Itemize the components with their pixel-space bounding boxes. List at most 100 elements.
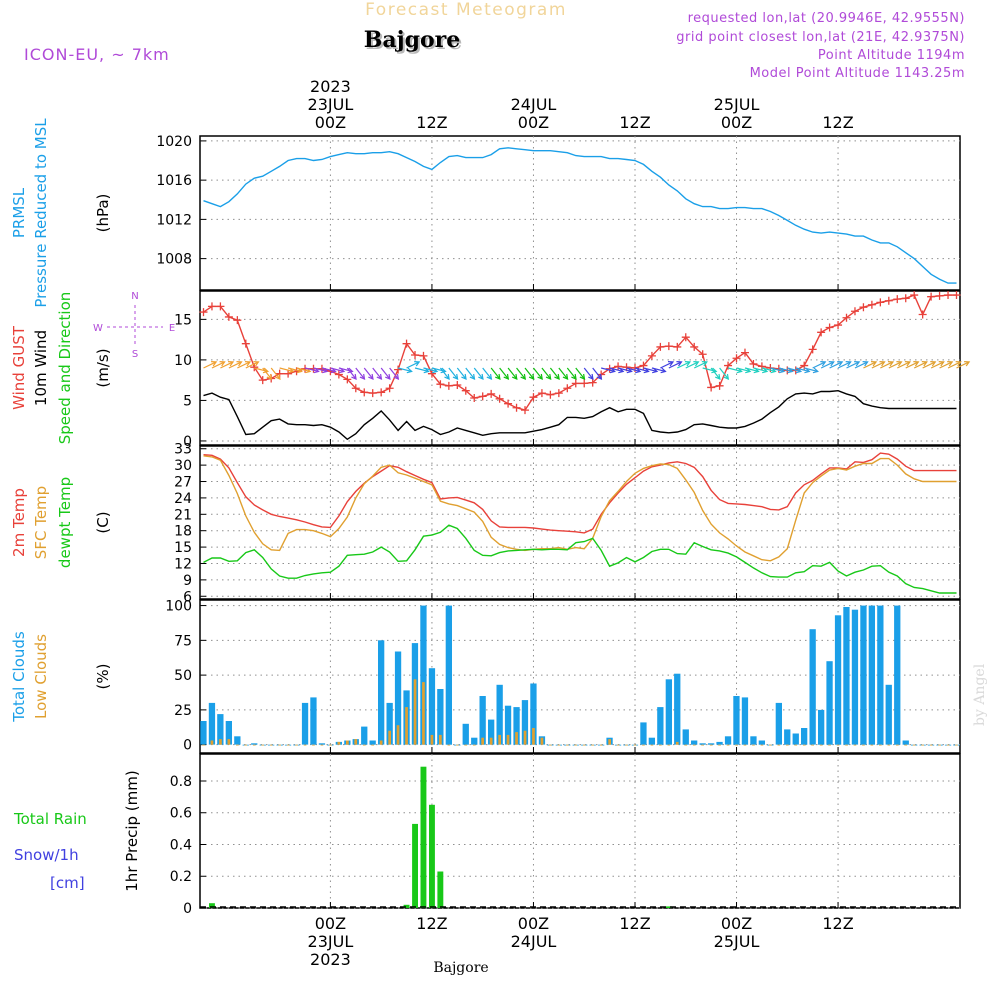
low-cloud-bar (870, 744, 874, 746)
gust-marker (876, 298, 885, 307)
wind-arrow-head (253, 361, 260, 367)
gust-marker (554, 389, 563, 398)
y-tick-label: 100 (165, 599, 192, 615)
gust-marker (673, 342, 682, 351)
precip-panel: 0 0.2 0.4 0.6 0.8 1hr Precip (mm) Total Rain Sn… (13, 753, 961, 917)
wind-arrow (499, 367, 509, 380)
total-cloud-bar (208, 702, 216, 745)
low-cloud-bar (574, 744, 578, 746)
wind-arrow (220, 361, 234, 369)
clouds-series (200, 605, 960, 746)
gust-marker (614, 362, 623, 371)
low-cloud-bar (261, 744, 265, 746)
low-cloud-bar (709, 744, 713, 746)
low-cloud-bar (853, 744, 857, 746)
wind-arrow (304, 367, 319, 373)
gust-marker (952, 291, 961, 300)
total-cloud-bar (665, 679, 672, 745)
faint-title: Forecast Meteogram (365, 0, 567, 20)
rain-bar (437, 871, 444, 908)
wind-arrow-head (660, 367, 667, 374)
footer-location: Bajgore (433, 960, 488, 976)
total-cloud-bar (741, 697, 749, 745)
total-cloud-bar (809, 629, 816, 745)
time-label: 2023 (310, 950, 351, 969)
low-cloud-bar (718, 744, 721, 746)
wind-arrow (871, 361, 885, 369)
wind-arrow-head (262, 367, 270, 374)
gust-marker (935, 291, 944, 300)
gust-marker (681, 333, 690, 342)
gust-marker (859, 303, 868, 312)
y-tick-label: 1020 (156, 134, 192, 150)
unit-label: (%) (94, 664, 112, 690)
low-cloud-bar (523, 730, 527, 745)
low-cloud-bar (845, 744, 848, 746)
time-label: 24JUL (511, 932, 557, 951)
wind-arrow (846, 361, 860, 369)
gust-marker (368, 389, 377, 398)
total-cloud-bar (902, 740, 909, 745)
total-cloud-bar (657, 707, 664, 745)
wind-arrow (812, 361, 826, 369)
wind-arrow-head (676, 361, 683, 367)
wind-arrow (609, 367, 624, 373)
gust-marker (461, 386, 470, 395)
wind-arrow (583, 367, 594, 380)
wind-arrow (313, 367, 328, 373)
wind-arrow (363, 367, 374, 380)
wind-arrow-head (414, 361, 421, 367)
wind-arrow (863, 361, 877, 369)
low-cloud-bar (210, 740, 214, 745)
wind-arrow (888, 361, 902, 369)
low-cloud-bar (252, 744, 256, 746)
wind-arrow-head (444, 373, 450, 380)
wind-arrow-head (828, 361, 835, 367)
series-line (203, 147, 957, 284)
gust-marker (927, 292, 936, 301)
wind-arrow-head (887, 361, 895, 367)
total-cloud-bar (860, 605, 867, 745)
total-cloud-bar (437, 689, 444, 745)
unit-label: (hPa) (94, 194, 112, 233)
wind-arrow-head (562, 373, 569, 380)
gust-marker (334, 370, 343, 379)
gust-marker (664, 342, 673, 351)
clouds-frame (199, 599, 961, 754)
low-cloud-bar (760, 744, 764, 746)
wind-arrow (549, 367, 560, 380)
low-cloud-bar (481, 737, 484, 745)
low-cloud-bar (447, 744, 451, 746)
total-cloud-bar (784, 729, 791, 745)
model-label: ICON-EU, ~ 7km (24, 45, 170, 64)
y-axis-label: Wind GUST (10, 325, 28, 410)
y-tick-label: 0.2 (170, 869, 192, 885)
wind-arrow-head (715, 373, 721, 380)
wind-arrow (541, 367, 552, 380)
low-cloud-bar (456, 744, 459, 746)
wind-arrow (651, 367, 666, 373)
total-cloud-bar (251, 743, 258, 745)
total-cloud-bar (682, 729, 689, 745)
low-cloud-bar (616, 744, 620, 746)
total-cloud-bar (699, 743, 706, 745)
wind-arrow-head (537, 373, 543, 380)
wind-arrow (736, 367, 751, 373)
wind-arrow (465, 367, 475, 380)
total-cloud-bar (318, 743, 326, 745)
gust-marker (207, 302, 216, 311)
low-cloud-bar (777, 744, 781, 746)
total-cloud-bar (691, 740, 698, 745)
time-label: 00Z (518, 113, 549, 132)
low-cloud-bar (396, 725, 400, 745)
low-cloud-bar (828, 744, 831, 746)
low-cloud-bar (219, 739, 222, 745)
wind-arrow (710, 367, 721, 380)
low-cloud-bar (278, 744, 281, 746)
y-tick-label: 12 (174, 556, 192, 572)
low-cloud-bar (244, 744, 248, 746)
time-label: 23JUL (308, 932, 354, 951)
wind-arrow (372, 367, 382, 380)
